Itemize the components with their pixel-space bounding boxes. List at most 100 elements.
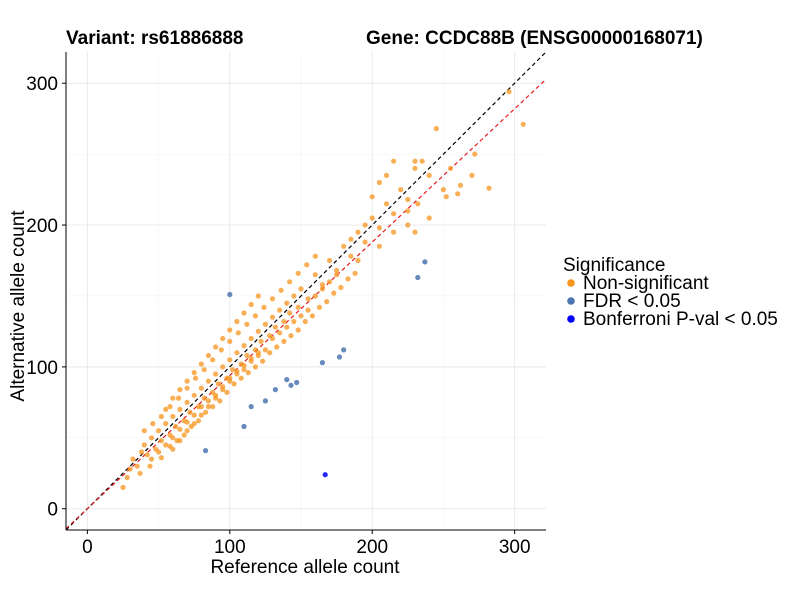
point-non-significant [376, 179, 382, 186]
point-non-significant [191, 392, 197, 398]
point-non-significant [302, 318, 308, 325]
point-non-significant [238, 375, 244, 381]
point-non-significant [291, 293, 297, 299]
point-non-significant [141, 442, 147, 448]
point-non-significant [158, 438, 164, 444]
point-non-significant [391, 229, 397, 235]
point-non-significant [220, 364, 226, 370]
point-fdr-0-05 [288, 382, 294, 388]
point-non-significant [120, 484, 126, 490]
x-axis-label: Reference allele count [210, 557, 400, 578]
legend-key [567, 297, 575, 305]
point-non-significant [195, 418, 202, 424]
point-non-significant [191, 412, 197, 418]
point-non-significant [287, 279, 293, 285]
point-non-significant [312, 253, 318, 259]
point-non-significant [262, 321, 268, 327]
point-non-significant [412, 158, 418, 164]
point-fdr-0-05 [415, 274, 421, 281]
point-fdr-0-05 [203, 448, 209, 454]
point-non-significant [248, 335, 254, 342]
point-non-significant [277, 307, 283, 313]
point-non-significant [255, 328, 261, 334]
point-non-significant [506, 89, 512, 95]
point-non-significant [291, 318, 297, 325]
point-non-significant [326, 279, 333, 285]
point-non-significant [281, 338, 287, 344]
point-non-significant [252, 313, 258, 319]
y-tick-label: 100 [26, 358, 58, 379]
point-non-significant [241, 310, 247, 316]
point-non-significant [269, 296, 276, 302]
point-non-significant [405, 222, 411, 228]
point-non-significant [295, 270, 301, 276]
point-non-significant [241, 343, 247, 349]
point-fdr-0-05 [262, 398, 268, 404]
point-non-significant [163, 421, 169, 427]
point-fdr-0-05 [336, 354, 343, 360]
x-tick-label: 0 [82, 537, 93, 558]
point-non-significant [352, 270, 358, 276]
point-non-significant [362, 239, 368, 245]
point-non-significant [193, 375, 199, 381]
point-non-significant [520, 121, 526, 127]
point-non-significant [184, 385, 190, 391]
point-non-significant [272, 324, 278, 330]
point-fdr-0-05 [272, 387, 278, 393]
point-non-significant [284, 300, 290, 306]
point-non-significant [284, 324, 290, 330]
point-non-significant [184, 428, 190, 434]
x-tick-label: 300 [499, 537, 531, 558]
point-non-significant [227, 338, 233, 344]
legend-title: Significance [563, 255, 665, 276]
point-non-significant [141, 428, 147, 434]
point-non-significant [455, 191, 461, 197]
point-non-significant [244, 352, 250, 359]
point-non-significant [205, 352, 211, 359]
point-non-significant [355, 229, 361, 235]
point-non-significant [198, 412, 204, 418]
point-non-significant [210, 404, 216, 410]
point-non-significant [412, 229, 418, 235]
point-non-significant [426, 215, 432, 221]
point-non-significant [312, 293, 318, 299]
point-non-significant [345, 276, 351, 282]
point-non-significant [167, 443, 173, 449]
y-axis-label: Alternative allele count [8, 210, 29, 402]
point-non-significant [203, 409, 209, 415]
point-non-significant [124, 474, 130, 481]
point-non-significant [187, 409, 193, 415]
point-non-significant [348, 236, 354, 242]
point-non-significant [277, 330, 283, 336]
point-non-significant [227, 357, 233, 363]
x-tick-label: 200 [356, 537, 388, 558]
reference-lines [65, 51, 547, 531]
point-non-significant [326, 257, 333, 264]
point-non-significant [234, 368, 240, 374]
y-tick-label: 200 [26, 216, 58, 237]
point-non-significant [210, 357, 216, 363]
point-non-significant [198, 385, 204, 391]
point-non-significant [369, 194, 375, 200]
point-non-significant [181, 432, 187, 438]
point-non-significant [173, 423, 179, 430]
point-non-significant [177, 426, 183, 432]
point-non-significant [348, 253, 354, 259]
point-non-significant [201, 367, 207, 373]
point-non-significant [230, 367, 236, 373]
point-fdr-0-05 [422, 259, 428, 265]
point-fdr-0-05 [341, 347, 347, 353]
legend-label: Bonferroni P-val < 0.05 [583, 309, 778, 330]
x-tick-label: 100 [214, 537, 246, 558]
point-non-significant [215, 381, 221, 387]
point-non-significant [316, 304, 323, 310]
point-non-significant [184, 419, 190, 425]
legend-label: FDR < 0.05 [583, 291, 681, 312]
point-non-significant [147, 463, 153, 469]
point-non-significant [156, 449, 162, 455]
point-non-significant [334, 267, 340, 273]
point-non-significant [241, 367, 247, 373]
point-non-significant [227, 327, 233, 333]
point-non-significant [148, 456, 155, 462]
